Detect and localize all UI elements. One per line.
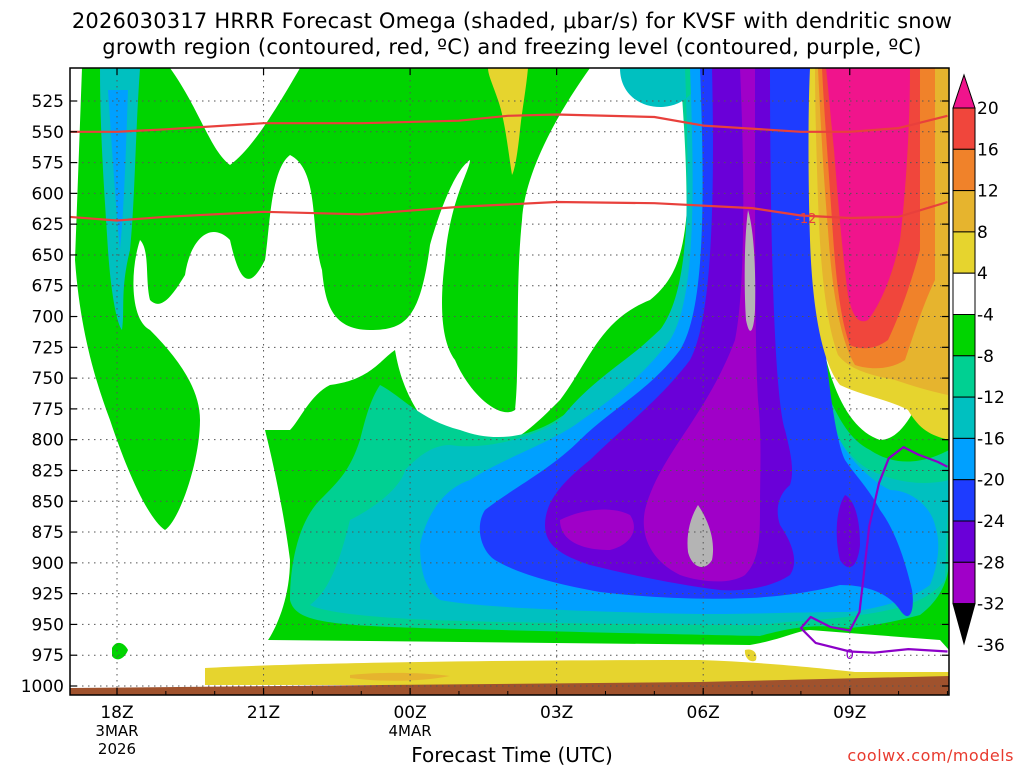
colorbar-label--24: -24 [977, 512, 1005, 532]
colorbar-label-12: 12 [977, 182, 999, 202]
colorbar-label-16: 16 [977, 140, 999, 160]
x-axis-title: Forecast Time (UTC) [411, 743, 613, 767]
x-tick-date-4MAR: 4MAR [389, 722, 432, 740]
title-line-1: 2026030317 HRRR Forecast Omega (shaded, … [71, 9, 953, 33]
freezing-contour-label: 0 [846, 648, 854, 663]
y-tick-label-650: 650 [32, 246, 64, 266]
y-tick-label-550: 550 [32, 123, 64, 143]
colorbar-bin--32 [952, 561, 976, 605]
y-tick-label-800: 800 [32, 431, 64, 451]
dgz-contour-2 [70, 200, 948, 222]
plot-area [70, 68, 949, 695]
x-tick-label-18Z: 18Z [100, 703, 133, 723]
credit-text: coolwx.com/models [847, 746, 1014, 765]
y-tick-label-925: 925 [32, 585, 64, 605]
colorbar-label--12: -12 [977, 388, 1005, 408]
colorbar-bin--12 [952, 355, 976, 398]
colorbar-label--36: -36 [977, 636, 1005, 656]
title-line-2: growth region (contoured, red, ºC) and f… [102, 35, 922, 59]
terrain-fill [70, 676, 949, 695]
omega-region-neg28-to-neg32 [560, 68, 761, 582]
y-tick-label-725: 725 [32, 338, 64, 358]
x-tick-label-00Z: 00Z [393, 703, 426, 723]
colorbar-bin-8 [952, 190, 976, 233]
colorbar-bottom-arrow [952, 603, 976, 646]
plot-frame [69, 67, 950, 696]
y-tick-label-700: 700 [32, 308, 64, 328]
dgz-contour-label: -12 [795, 212, 816, 227]
x-tick-label-06Z: 06Z [687, 703, 720, 723]
colorbar-label--8: -8 [977, 347, 994, 367]
colorbar-bin--4 [952, 272, 976, 316]
x-tick-label-09Z: 09Z [833, 703, 866, 723]
y-tick-label-600: 600 [32, 184, 64, 204]
y-tick-label-850: 850 [32, 492, 64, 512]
colorbar-bin-4 [952, 231, 976, 274]
x-tick-date-3MAR: 3MAR [95, 722, 138, 740]
y-tick-label-975: 975 [32, 646, 64, 666]
colorbar-bin--28 [952, 520, 976, 563]
x-tick-year: 2026 [98, 740, 136, 758]
y-tick-label-900: 900 [32, 554, 64, 574]
omega-region-neg24-to-neg28 [545, 68, 860, 591]
dgz-contour-1 [70, 113, 948, 133]
colorbar: 20 16 12 8 4 -4 -8 -12 -16 -20 -24 -28 -32 -36 [952, 73, 1005, 656]
colorbar-bin-12 [952, 148, 976, 192]
y-tick-label-875: 875 [32, 523, 64, 543]
y-tick-label-950: 950 [32, 615, 64, 635]
axes: 525 550 575 600 625 650 675 700 725 750 775 800 825 8… [21, 68, 949, 758]
colorbar-label-4: 4 [977, 264, 988, 284]
colorbar-label--28: -28 [977, 553, 1005, 573]
y-tick-label-775: 775 [32, 400, 64, 420]
x-tick-label-21Z: 21Z [247, 703, 280, 723]
y-tick-label-750: 750 [32, 369, 64, 389]
contours: -12 0 [70, 113, 948, 663]
colorbar-label-20: 20 [977, 99, 999, 119]
y-tick-label-575: 575 [32, 154, 64, 174]
omega-region-below-neg32 [687, 210, 756, 567]
y-tick-label-625: 625 [32, 215, 64, 235]
colorbar-label--32: -32 [977, 595, 1005, 615]
colorbar-bin-16 [952, 107, 976, 150]
colorbar-bin--20 [952, 437, 976, 481]
colorbar-bin--24 [952, 479, 976, 522]
y-tick-label-825: 825 [32, 461, 64, 481]
colorbar-bin--16 [952, 396, 976, 439]
y-tick-label-525: 525 [32, 92, 64, 112]
colorbar-label--20: -20 [977, 471, 1005, 491]
y-tick-label-1000: 1000 [21, 677, 64, 697]
chart-title: 2026030317 HRRR Forecast Omega (shaded, … [0, 8, 1024, 60]
colorbar-label-8: 8 [977, 223, 988, 243]
colorbar-bin--8 [952, 314, 976, 357]
y-tick-label-675: 675 [32, 277, 64, 297]
colorbar-top-arrow [952, 73, 976, 109]
colorbar-label--16: -16 [977, 429, 1005, 449]
freezing-level-contour [799, 446, 948, 654]
x-tick-label-03Z: 03Z [540, 703, 573, 723]
colorbar-label--4: -4 [977, 306, 994, 326]
